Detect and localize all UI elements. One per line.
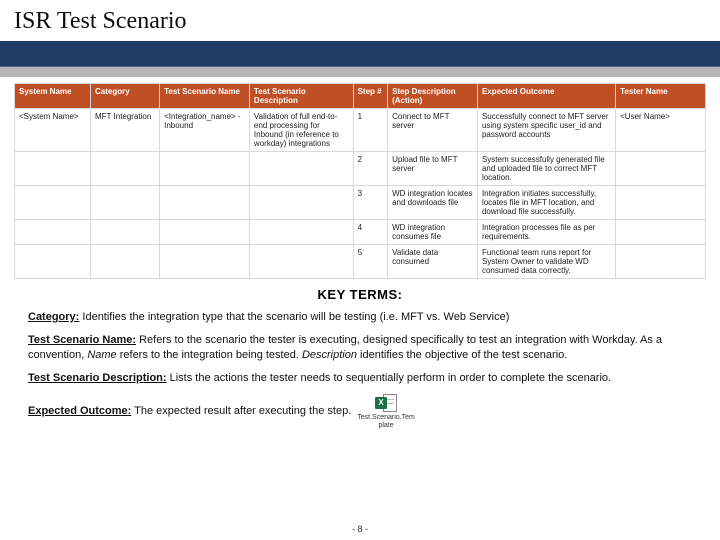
table-row: 2Upload file to MFT serverSystem success…: [15, 152, 706, 186]
table-cell: [616, 220, 706, 245]
term-text: Identifies the integration type that the…: [79, 311, 509, 323]
column-header: Expected Outcome: [477, 84, 615, 109]
key-term: Test Scenario Description: Lists the act…: [28, 371, 692, 386]
key-term: Category: Identifies the integration typ…: [28, 310, 692, 325]
table-cell: Successfully connect to MFT server using…: [477, 109, 615, 152]
excel-attachment[interactable]: XTest.Scenario.Template: [357, 393, 415, 429]
column-header: Test Scenario Name: [160, 84, 250, 109]
term-text: Lists the actions the tester needs to se…: [167, 372, 612, 384]
column-header: Tester Name: [616, 84, 706, 109]
table-cell: 4: [353, 220, 388, 245]
table-cell: System successfully generated file and u…: [477, 152, 615, 186]
term-text: The expected result after executing the …: [131, 405, 351, 417]
table-cell: WD integration consumes file: [388, 220, 478, 245]
table-cell: [15, 245, 91, 279]
page-title: ISR Test Scenario: [14, 8, 706, 35]
table-cell: [160, 220, 250, 245]
gray-band: [0, 67, 720, 77]
table-cell: [160, 245, 250, 279]
table-row: <System Name>MFT Integration<Integration…: [15, 109, 706, 152]
table-cell: [616, 186, 706, 220]
table-cell: Upload file to MFT server: [388, 152, 478, 186]
table-cell: [616, 245, 706, 279]
blue-band: [0, 41, 720, 67]
term-label: Test Scenario Name:: [28, 334, 136, 346]
table-cell: Functional team runs report for System O…: [477, 245, 615, 279]
term-label: Expected Outcome:: [28, 405, 131, 417]
page-number: - 8 -: [0, 524, 720, 534]
column-header: Test Scenario Description: [249, 84, 353, 109]
table-cell: [15, 186, 91, 220]
table-cell: [160, 152, 250, 186]
table-row: 5Validate data consumedFunctional team r…: [15, 245, 706, 279]
scenario-table: System NameCategoryTest Scenario NameTes…: [14, 83, 706, 279]
key-term: Expected Outcome: The expected result af…: [28, 393, 692, 429]
table-cell: [91, 152, 160, 186]
term-label: Test Scenario Description:: [28, 372, 167, 384]
table-cell: 3: [353, 186, 388, 220]
table-cell: MFT Integration: [91, 109, 160, 152]
table-cell: [91, 186, 160, 220]
title-bar: ISR Test Scenario: [0, 0, 720, 41]
term-label: Category:: [28, 311, 79, 323]
scenario-table-wrap: System NameCategoryTest Scenario NameTes…: [0, 77, 720, 279]
table-cell: 5: [353, 245, 388, 279]
table-cell: [91, 245, 160, 279]
column-header: System Name: [15, 84, 91, 109]
table-cell: 2: [353, 152, 388, 186]
excel-icon: X: [375, 393, 397, 413]
table-cell: [91, 220, 160, 245]
table-cell: [249, 152, 353, 186]
table-cell: Connect to MFT server: [388, 109, 478, 152]
table-header-row: System NameCategoryTest Scenario NameTes…: [15, 84, 706, 109]
table-cell: <System Name>: [15, 109, 91, 152]
table-cell: <User Name>: [616, 109, 706, 152]
table-row: 4WD integration consumes fileIntegration…: [15, 220, 706, 245]
table-cell: [15, 152, 91, 186]
table-cell: Validate data consumed: [388, 245, 478, 279]
table-cell: Integration processes file as per requir…: [477, 220, 615, 245]
table-row: 3WD integration locates and downloads fi…: [15, 186, 706, 220]
table-cell: [249, 220, 353, 245]
table-cell: 1: [353, 109, 388, 152]
table-cell: [249, 186, 353, 220]
column-header: Step Description (Action): [388, 84, 478, 109]
table-cell: <Integration_name> - Inbound: [160, 109, 250, 152]
table-cell: WD integration locates and downloads fil…: [388, 186, 478, 220]
column-header: Category: [91, 84, 160, 109]
table-cell: Integration initiates successfully, loca…: [477, 186, 615, 220]
key-term: Test Scenario Name: Refers to the scenar…: [28, 333, 692, 363]
table-cell: [160, 186, 250, 220]
table-cell: [249, 245, 353, 279]
excel-caption: Test.Scenario.Template: [357, 414, 415, 429]
table-cell: [616, 152, 706, 186]
key-terms-heading: KEY TERMS:: [28, 287, 692, 302]
key-terms-block: KEY TERMS: Category: Identifies the inte…: [0, 279, 720, 430]
column-header: Step #: [353, 84, 388, 109]
table-cell: [15, 220, 91, 245]
table-cell: Validation of full end-to-end processing…: [249, 109, 353, 152]
